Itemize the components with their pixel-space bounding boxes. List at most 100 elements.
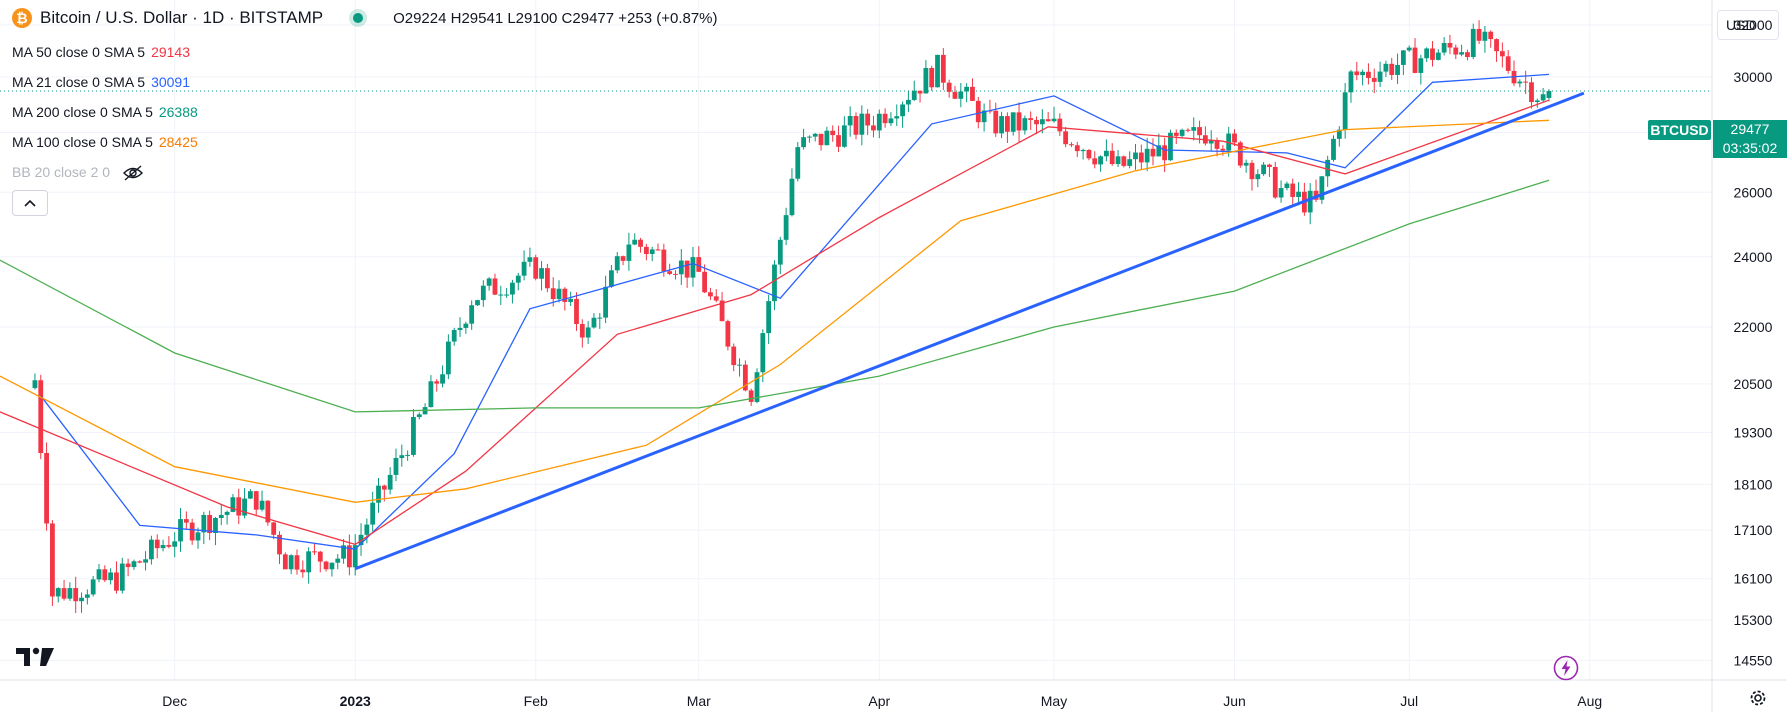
gear-icon[interactable]: [1748, 688, 1768, 708]
candle-body: [1057, 118, 1063, 132]
indicator-ma200[interactable]: MA 200 close 0 SMA 5 26388: [12, 104, 198, 120]
candle-body: [73, 588, 79, 602]
candle-body: [673, 273, 678, 275]
candle-body: [486, 278, 492, 286]
y-tick-label: 26000: [1734, 184, 1773, 200]
candle-body: [312, 551, 317, 553]
candle-body: [748, 390, 754, 402]
candle-body: [1418, 58, 1424, 73]
candle-body: [492, 278, 498, 295]
candle-body: [1069, 144, 1074, 146]
ma-line-ma50: [0, 99, 1550, 546]
candle-body: [457, 327, 463, 331]
candle-body: [253, 491, 259, 510]
candle-body: [195, 532, 201, 541]
candle-body: [742, 364, 748, 391]
candle-body: [370, 502, 376, 525]
candle-body: [789, 178, 795, 216]
candle-body: [807, 136, 812, 138]
candle-body: [661, 249, 667, 272]
candle-body: [1022, 118, 1028, 131]
candle-body: [1482, 31, 1488, 41]
candle-body: [1383, 63, 1389, 72]
candle-body: [1435, 52, 1441, 60]
candle-body: [323, 561, 329, 570]
candle-body: [1325, 159, 1331, 177]
candle-body: [44, 452, 49, 524]
candle-body: [469, 305, 475, 324]
candle-body: [667, 271, 673, 274]
candle-body: [317, 551, 323, 562]
currency-label: USD: [1726, 17, 1756, 33]
symbol-title[interactable]: Bitcoin / U.S. Dollar · 1D · BITSTAMP: [40, 8, 324, 27]
candle-body: [224, 511, 230, 515]
candle-body: [1377, 71, 1383, 82]
candle-body: [1220, 148, 1226, 151]
candle-body: [1226, 133, 1232, 151]
ma-line-ma21: [40, 73, 1550, 550]
tradingview-logo-icon[interactable]: [16, 646, 56, 668]
candle-body: [1144, 148, 1150, 163]
y-tick-label: 24000: [1734, 249, 1773, 265]
candle-body: [620, 256, 626, 261]
indicator-ma21[interactable]: MA 21 close 0 SMA 5 30091: [12, 74, 190, 90]
candle-body: [364, 524, 370, 535]
candle-body: [387, 474, 393, 490]
candle-body: [38, 380, 44, 453]
candle-body: [1156, 145, 1162, 157]
candle-body: [1499, 51, 1505, 57]
candle-body: [888, 118, 894, 124]
candle-body: [1162, 145, 1168, 161]
candle-body: [1371, 77, 1377, 82]
indicator-ma100[interactable]: MA 100 close 0 SMA 5 28425: [12, 134, 198, 150]
x-tick-label: Apr: [868, 693, 890, 709]
candle-body: [1406, 47, 1412, 51]
candle-body: [1133, 152, 1138, 160]
candle-body: [242, 498, 247, 516]
candle-body: [393, 457, 399, 475]
candle-body: [32, 380, 38, 389]
market-status-icon[interactable]: [353, 13, 364, 23]
candle-body: [294, 555, 300, 570]
candle-body: [1523, 81, 1529, 83]
candle-body: [143, 559, 148, 563]
candle-body: [655, 249, 661, 251]
candle-body: [1255, 174, 1261, 180]
candle-body: [277, 534, 282, 555]
candle-body: [428, 381, 434, 408]
y-tick-label: 17100: [1734, 522, 1773, 538]
candle-body: [131, 561, 137, 568]
candle-body: [1546, 91, 1552, 98]
collapse-indicators-button[interactable]: [12, 190, 48, 216]
candle-body: [632, 239, 638, 245]
candle-body: [1336, 129, 1342, 139]
candle-body: [940, 54, 946, 83]
candle-body: [50, 523, 55, 597]
candle-body: [859, 113, 865, 135]
candle-body: [841, 125, 847, 147]
candle-body: [649, 249, 655, 254]
candle-body: [783, 215, 789, 240]
candle-body: [772, 264, 777, 302]
candle-body: [993, 110, 999, 134]
candle-body: [1214, 140, 1220, 149]
candle-body: [1138, 152, 1144, 163]
candle-body: [550, 288, 556, 300]
candle-body: [952, 91, 958, 99]
currency-selector[interactable]: USD: [1717, 10, 1779, 40]
candle-body: [1342, 92, 1348, 130]
hidden-eye-icon[interactable]: [122, 165, 144, 181]
indicator-ma50[interactable]: MA 50 close 0 SMA 5 29143: [12, 44, 190, 60]
indicator-bb20[interactable]: BB 20 close 2 0: [12, 164, 144, 181]
candle-body: [1150, 148, 1156, 157]
candle-body: [638, 239, 643, 247]
candle-body: [882, 113, 888, 124]
candle-body: [1424, 48, 1430, 59]
flash-icon[interactable]: [1553, 655, 1579, 681]
candle-body: [201, 514, 207, 533]
candle-body: [1494, 39, 1499, 52]
candle-body: [1185, 129, 1191, 131]
x-tick-label: Dec: [162, 693, 187, 709]
candle-body: [777, 239, 783, 265]
